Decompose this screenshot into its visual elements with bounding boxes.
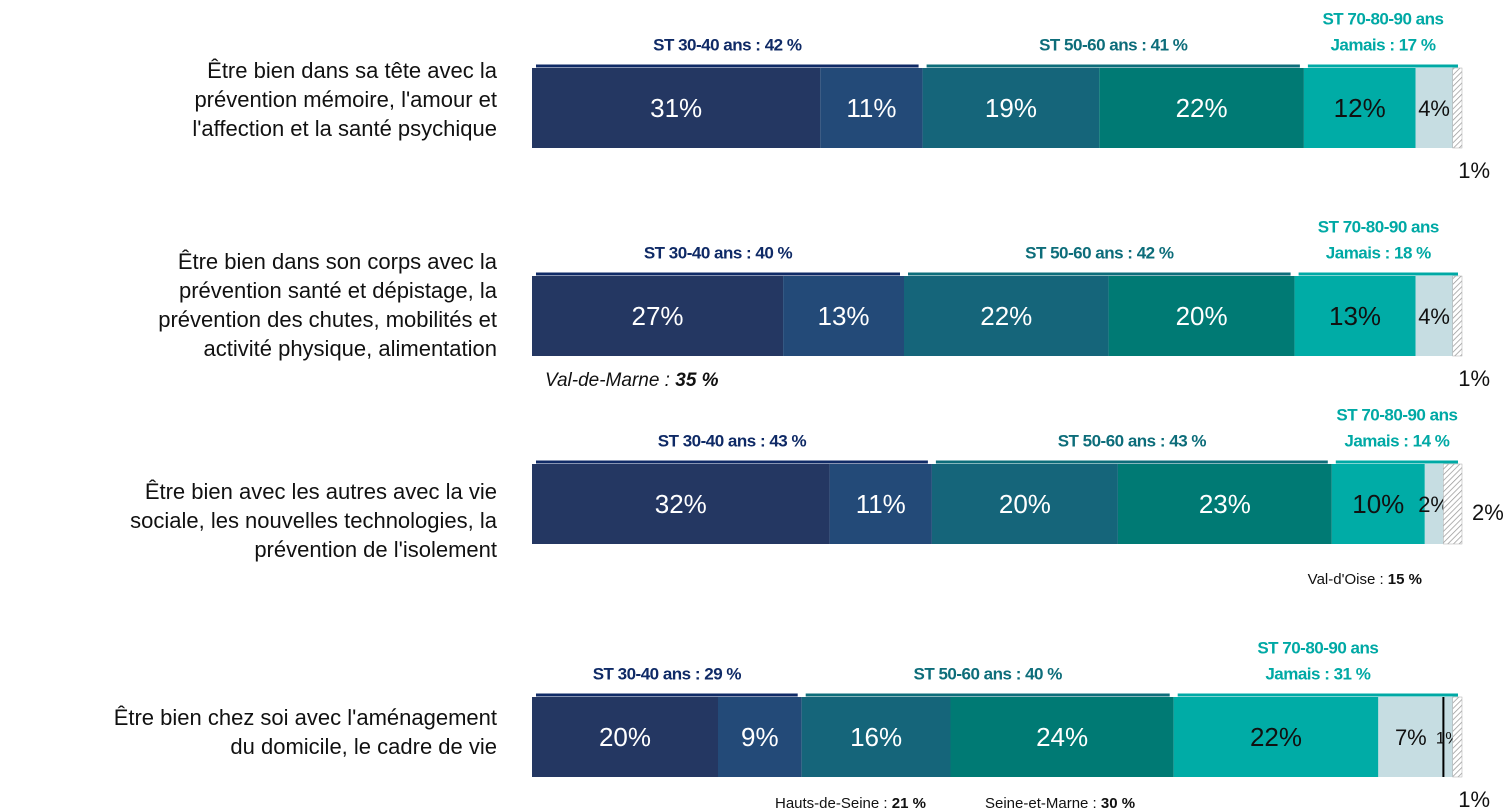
- category-label: Être bien chez soi avec l'aménagement du…: [113, 705, 497, 759]
- group-label: Jamais : 31 %: [1265, 664, 1370, 683]
- bar-segment: [532, 68, 821, 148]
- group-label: ST 70-80-90 ans: [1257, 638, 1378, 657]
- data-label: 7%: [1395, 725, 1427, 750]
- bar-segment: [783, 276, 904, 356]
- bar-segment: [1378, 697, 1444, 777]
- bar-segment: [532, 464, 830, 544]
- group-label: ST 50-60 ans : 42 %: [1025, 243, 1174, 262]
- bar-segment: [1443, 697, 1453, 777]
- bar-segment: [1108, 276, 1295, 356]
- category-label: Être bien dans sa tête avec la préventio…: [192, 58, 497, 141]
- group-label: Jamais : 17 %: [1330, 35, 1435, 54]
- data-label: 22%: [980, 301, 1032, 331]
- bar-segment: [922, 68, 1100, 148]
- group-label: ST 30-40 ans : 43 %: [658, 431, 807, 450]
- category-label: Être bien avec les autres avec la vie so…: [130, 479, 497, 562]
- group-label: ST 30-40 ans : 29 %: [593, 664, 742, 683]
- bar-segment: [1415, 68, 1453, 148]
- note: Val-de-Marne : 35 %: [545, 370, 719, 391]
- bar-segment: [1415, 276, 1453, 356]
- bar-segment: [1452, 275, 1463, 357]
- bar-segment: [1099, 68, 1304, 148]
- bar-segment: [718, 697, 802, 777]
- bar-segment: [950, 697, 1174, 777]
- bar-segment: [1173, 697, 1379, 777]
- data-label: 32%: [655, 489, 707, 519]
- bar-segment: [532, 697, 718, 777]
- data-label: 27%: [632, 301, 684, 331]
- group-label: ST 50-60 ans : 41 %: [1039, 35, 1188, 54]
- bar-segment: [1331, 464, 1425, 544]
- bar-segment: [1424, 464, 1444, 544]
- bar-segment: [1303, 68, 1416, 148]
- data-label: 13%: [1329, 301, 1381, 331]
- data-label: 4%: [1418, 304, 1450, 329]
- data-label: 12%: [1334, 93, 1386, 123]
- data-label: 22%: [1250, 722, 1302, 752]
- bar-segment: [1294, 276, 1416, 356]
- group-label: Jamais : 18 %: [1326, 243, 1431, 262]
- group-label: ST 30-40 ans : 40 %: [644, 243, 793, 262]
- group-label: ST 50-60 ans : 43 %: [1058, 431, 1207, 450]
- data-label: 10%: [1352, 489, 1404, 519]
- data-label: 1%: [1458, 158, 1490, 183]
- bar-segment: [829, 464, 932, 544]
- group-label: Jamais : 14 %: [1344, 431, 1449, 450]
- data-label: 16%: [850, 722, 902, 752]
- data-label: 4%: [1418, 96, 1450, 121]
- data-label: 23%: [1199, 489, 1251, 519]
- group-label: ST 30-40 ans : 42 %: [653, 35, 802, 54]
- data-label: 20%: [1176, 301, 1228, 331]
- note: Hauts-de-Seine : 21 %: [775, 795, 926, 811]
- data-label: 24%: [1036, 722, 1088, 752]
- bar-segment: [904, 276, 1109, 356]
- data-label: 19%: [985, 93, 1037, 123]
- bar-segment: [1452, 67, 1463, 149]
- note: Val-d'Oise : 15 %: [1308, 571, 1422, 588]
- data-label: 11%: [856, 489, 906, 519]
- bar-segment: [1452, 696, 1463, 778]
- group-label: ST 70-80-90 ans: [1336, 405, 1457, 424]
- group-label: ST 70-80-90 ans: [1318, 217, 1439, 236]
- data-label: 13%: [818, 301, 870, 331]
- data-label: 20%: [599, 722, 651, 752]
- bar-segment: [1117, 464, 1332, 544]
- bar-segment: [532, 276, 784, 356]
- data-label: 11%: [846, 93, 896, 123]
- data-label: 22%: [1176, 93, 1228, 123]
- data-label: 20%: [999, 489, 1051, 519]
- group-label: ST 70-80-90 ans: [1322, 9, 1443, 28]
- bar-segment: [931, 464, 1118, 544]
- data-label: 31%: [650, 93, 702, 123]
- note: Seine-et-Marne : 30 %: [985, 795, 1135, 811]
- data-label: 9%: [741, 722, 779, 752]
- bar-segment: [1443, 463, 1463, 545]
- group-label: ST 50-60 ans : 40 %: [914, 664, 1063, 683]
- data-label: 1%: [1458, 787, 1490, 811]
- category-label: Être bien dans son corps avec la prévent…: [158, 249, 497, 361]
- data-label: 2%: [1472, 500, 1504, 525]
- bar-segment: [801, 697, 951, 777]
- bar-segment: [820, 68, 923, 148]
- data-label: 1%: [1458, 366, 1490, 391]
